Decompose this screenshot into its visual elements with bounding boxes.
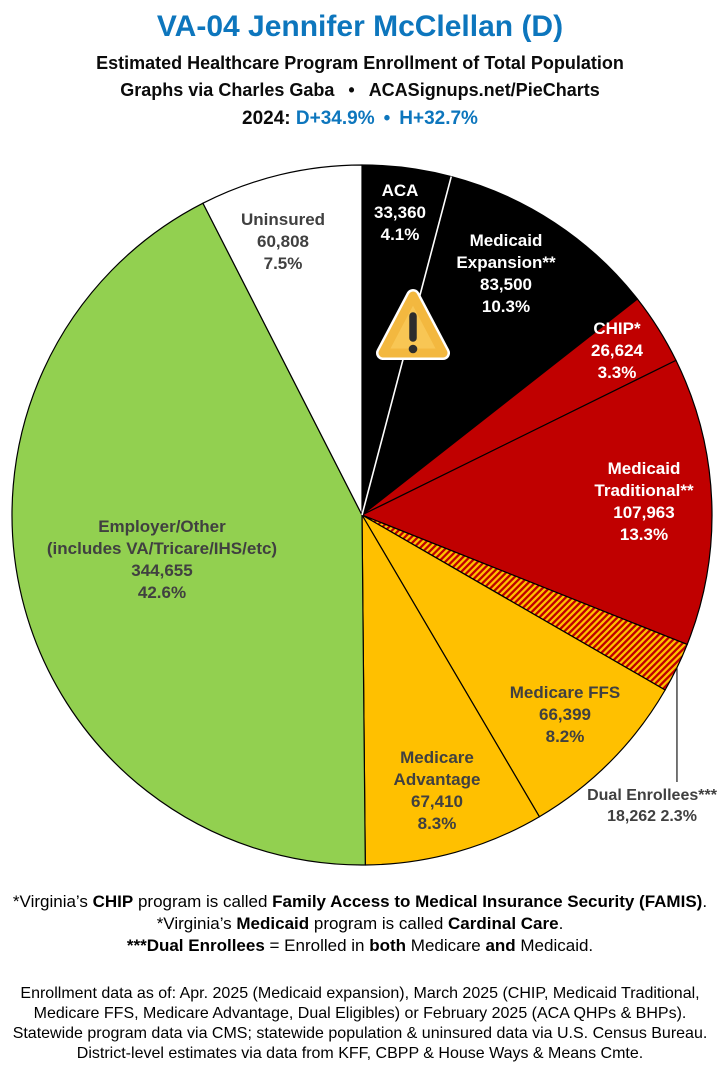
- page-title: VA-04 Jennifer McClellan (D): [156, 10, 564, 43]
- pie-slice-medicare-advantage: [361, 514, 540, 866]
- source-note: Enrollment data as of: Apr. 2025 (Medica…: [0, 984, 720, 1064]
- pie-slice-uninsured: [202, 164, 363, 516]
- credit-author: Graphs via Charles Gaba: [120, 80, 335, 100]
- subtitle: Estimated Healthcare Program Enrollment …: [96, 53, 624, 73]
- election-margins-line: 2024: D+34.9% • H+32.7%: [0, 108, 720, 130]
- chart-header: VA-04 Jennifer McClellan (D) Estimated H…: [0, 10, 720, 130]
- margin-presidential: D+34.9%: [295, 108, 375, 129]
- year-label: 2024:: [242, 108, 291, 129]
- note-line: *Virginia’s Medicaid program is called C…: [156, 914, 564, 933]
- note-line: Statewide program data via CMS; statewid…: [12, 1025, 708, 1042]
- footnotes: *Virginia’s CHIP program is called Famil…: [0, 891, 720, 957]
- pie-svg: [11, 164, 713, 866]
- pie-chart: ACA 33,360 4.1% Medicaid Expansion** 83,500 10…: [0, 150, 720, 880]
- bullet-separator: •: [383, 108, 391, 129]
- note-line: ***Dual Enrollees = Enrolled in both Med…: [126, 936, 594, 955]
- credit-line: Graphs via Charles Gaba • ACASignups.net/P…: [0, 80, 720, 101]
- pie-slice-employer-other: [11, 202, 366, 866]
- note-line: District-level estimates via data from K…: [76, 1045, 644, 1062]
- note-line: Medicare FFS, Medicare Advantage, Dual E…: [33, 1005, 687, 1022]
- credit-site: ACASignups.net/PieCharts: [368, 80, 600, 100]
- note-line: *Virginia’s CHIP program is called Famil…: [12, 892, 708, 911]
- pie-slice-medicaid-traditional: [361, 359, 713, 646]
- pie-slice-medicaid-expansion: [361, 175, 638, 516]
- pie-slices: [11, 164, 713, 866]
- warning-icon: [376, 289, 450, 360]
- margin-house: H+32.7%: [399, 108, 478, 129]
- bullet-separator: •: [348, 80, 355, 100]
- pie-slice-medicare-ffs: [361, 514, 666, 818]
- note-line: Enrollment data as of: Apr. 2025 (Medica…: [20, 985, 700, 1002]
